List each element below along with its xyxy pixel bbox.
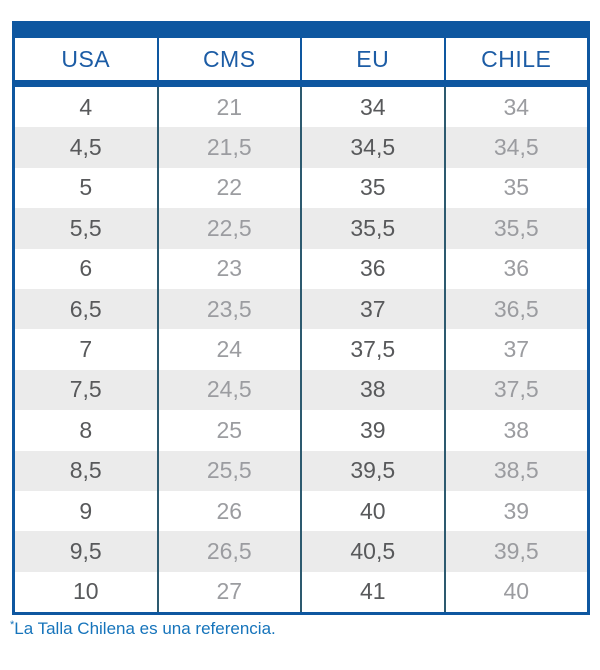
table-cell: 38	[443, 410, 588, 451]
table-cell: 41	[300, 571, 444, 613]
table-cell: 22	[156, 167, 301, 209]
table-cell: 9	[79, 497, 93, 524]
table-cell: 36	[300, 248, 444, 289]
table-cell: 9,5	[69, 537, 102, 564]
table-cell: 8	[79, 416, 93, 443]
footnote-asterisk: *	[10, 619, 15, 631]
table-cell: 23,5	[156, 288, 301, 330]
table-row: 9,5 26,5 40,5 39,5	[15, 531, 588, 572]
table-cell: 39,5	[300, 450, 444, 491]
column-header-usa: USA	[61, 45, 111, 72]
table-cell: 35	[443, 167, 588, 209]
table-cell: 21	[156, 87, 301, 128]
table-cell: 4	[79, 93, 93, 120]
table-cell: 37	[443, 329, 588, 370]
table-row: 10 27 41 40	[15, 571, 588, 613]
table-cell: 25	[156, 410, 301, 451]
table-row: 6 23 36 36	[15, 248, 588, 289]
table-cell: 24,5	[156, 369, 301, 411]
table-cell: 27	[156, 571, 301, 613]
table-cell: 35	[300, 167, 444, 209]
size-conversion-table: USA CMS EU CHILE 4 21 34 34 4,5 21,5 34,5 34,5 5…	[12, 21, 590, 616]
table-cell: 34	[443, 87, 588, 128]
table-top-band	[15, 21, 587, 38]
table-cell: 5,5	[69, 214, 102, 241]
table-row: 5 22 35 35	[15, 167, 588, 209]
table-header-row: USA CMS EU CHILE	[15, 38, 587, 80]
table-cell: 6	[79, 255, 93, 282]
table-cell: 21,5	[156, 127, 301, 168]
table-cell: 6,5	[69, 295, 102, 322]
table-cell: 40,5	[300, 531, 444, 572]
table-cell: 40	[300, 490, 444, 532]
table-cell: 37,5	[300, 329, 444, 370]
table-cell: 7,5	[69, 376, 102, 403]
column-header-cms: CMS	[156, 38, 301, 80]
table-cell: 40	[443, 571, 588, 613]
table-header-divider-band	[15, 80, 587, 87]
table-cell: 38,5	[443, 450, 588, 491]
table-cell: 24	[156, 329, 301, 370]
table-cell: 39,5	[443, 531, 588, 572]
table-cell: 23	[156, 248, 301, 289]
table-cell: 10	[72, 578, 99, 605]
table-cell: 8,5	[69, 457, 102, 484]
table-row: 9 26 40 39	[15, 490, 588, 532]
table-row: 7 24 37,5 37	[15, 329, 588, 370]
table-row: 6,5 23,5 37 36,5	[15, 288, 588, 330]
table-body: 4 21 34 34 4,5 21,5 34,5 34,5 5 22 35 35 5,5 22,5 35,5…	[15, 87, 588, 613]
table-cell: 37	[300, 288, 444, 330]
table-cell: 34	[300, 87, 444, 128]
table-cell: 4,5	[69, 134, 102, 161]
table-row: 5,5 22,5 35,5 35,5	[15, 208, 588, 249]
table-cell: 26,5	[156, 531, 301, 572]
table-row: 7,5 24,5 38 37,5	[15, 369, 588, 411]
table-cell: 22,5	[156, 208, 301, 249]
table-cell: 35,5	[300, 208, 444, 249]
table-cell: 39	[443, 490, 588, 532]
table-row: 4 21 34 34	[15, 87, 588, 128]
table-row: 8,5 25,5 39,5 38,5	[15, 450, 588, 491]
table-cell: 38	[300, 369, 444, 411]
table-cell: 7	[79, 336, 93, 363]
table-row: 4,5 21,5 34,5 34,5	[15, 127, 588, 168]
footnote: *La Talla Chilena es una referencia.	[10, 619, 276, 639]
table-cell: 37,5	[443, 369, 588, 411]
column-header-chile: CHILE	[443, 38, 588, 80]
table-cell: 36,5	[443, 288, 588, 330]
table-cell: 36	[443, 248, 588, 289]
table-cell: 35,5	[443, 208, 588, 249]
table-cell: 34,5	[443, 127, 588, 168]
table-cell: 39	[300, 410, 444, 451]
table-cell: 25,5	[156, 450, 301, 491]
column-header-eu: EU	[300, 38, 444, 80]
footnote-text: La Talla Chilena es una referencia.	[14, 619, 276, 638]
table-cell: 34,5	[300, 127, 444, 168]
table-cell: 5	[79, 174, 93, 201]
table-cell: 26	[156, 490, 301, 532]
table-row: 8 25 39 38	[15, 410, 588, 451]
